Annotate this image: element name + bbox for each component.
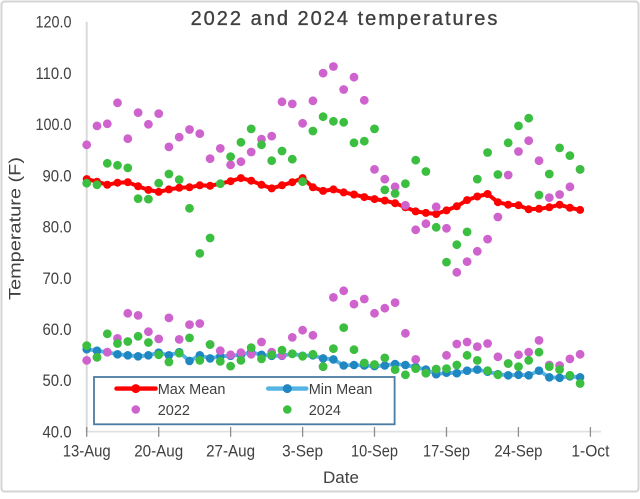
svg-text:120.0: 120.0 <box>36 14 72 32</box>
svg-text:Temperature (F): Temperature (F) <box>6 157 25 300</box>
svg-text:1-Oct: 1-Oct <box>571 442 609 461</box>
svg-text:2022: 2022 <box>158 403 190 419</box>
svg-text:60.0: 60.0 <box>43 321 72 339</box>
svg-text:110.0: 110.0 <box>36 65 72 83</box>
svg-text:70.0: 70.0 <box>43 270 72 288</box>
svg-text:27-Aug: 27-Aug <box>206 442 255 461</box>
svg-text:50.0: 50.0 <box>43 372 72 390</box>
svg-text:13-Aug: 13-Aug <box>63 442 111 461</box>
svg-text:Min Mean: Min Mean <box>309 382 373 398</box>
svg-text:40.0: 40.0 <box>43 423 72 441</box>
svg-text:3-Sep: 3-Sep <box>282 442 323 461</box>
svg-text:Date: Date <box>323 468 359 487</box>
svg-text:100.0: 100.0 <box>36 116 72 134</box>
svg-text:24-Sep: 24-Sep <box>494 442 542 461</box>
svg-text:2022 and 2024 temperatures: 2022 and 2024 temperatures <box>191 8 500 30</box>
svg-text:90.0: 90.0 <box>43 167 72 185</box>
svg-text:80.0: 80.0 <box>43 219 72 237</box>
svg-text:17-Sep: 17-Sep <box>423 442 470 461</box>
svg-text:Max Mean: Max Mean <box>158 382 226 398</box>
svg-text:10-Sep: 10-Sep <box>351 442 398 461</box>
svg-text:2024: 2024 <box>309 403 341 419</box>
svg-text:20-Aug: 20-Aug <box>134 442 183 461</box>
